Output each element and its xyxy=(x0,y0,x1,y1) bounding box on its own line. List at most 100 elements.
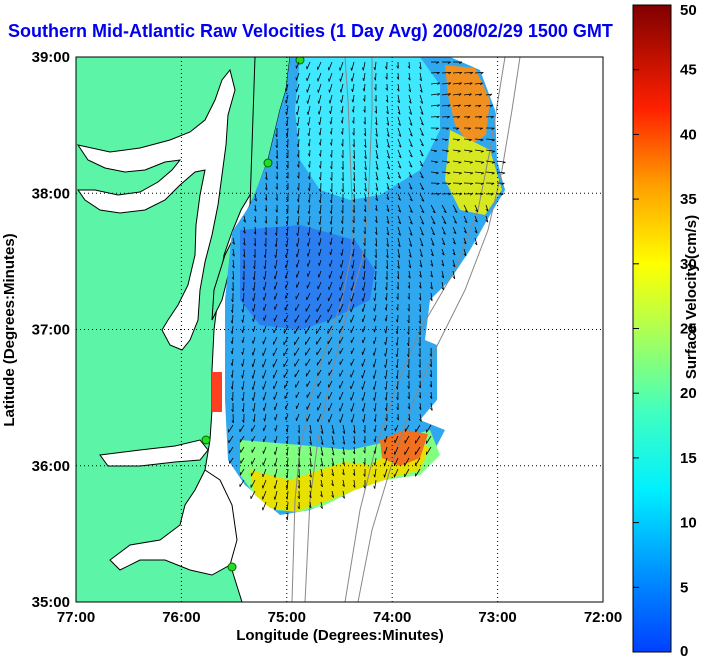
velocity-vector xyxy=(330,127,333,135)
velocity-vector xyxy=(287,215,289,225)
velocity-vector-head xyxy=(398,209,401,213)
velocity-vector-head xyxy=(264,243,267,247)
velocity-vector-head xyxy=(420,133,424,136)
velocity-vector xyxy=(452,104,461,107)
velocity-vector xyxy=(341,94,344,103)
velocity-vector xyxy=(485,160,495,163)
velocity-vector xyxy=(265,204,268,212)
velocity-vector xyxy=(306,391,311,398)
velocity-vector xyxy=(331,468,335,476)
velocity-vector-head xyxy=(395,319,398,323)
velocity-vector xyxy=(253,402,256,412)
velocity-vector xyxy=(419,116,424,126)
velocity-vector-head xyxy=(352,451,356,455)
velocity-vector xyxy=(430,138,438,141)
velocity-vector-head xyxy=(431,232,435,236)
velocity-vector xyxy=(328,61,333,71)
velocity-vector xyxy=(306,292,311,301)
velocity-vector-head xyxy=(480,172,485,175)
velocity-vector-head xyxy=(430,407,433,411)
velocity-vector xyxy=(374,281,377,291)
velocity-vector-head xyxy=(275,145,278,149)
velocity-vector-head xyxy=(384,297,387,301)
velocity-vector xyxy=(309,446,312,456)
velocity-vector xyxy=(274,402,278,411)
velocity-vector-head xyxy=(385,76,388,80)
velocity-vector-head xyxy=(362,67,364,71)
velocity-vector xyxy=(352,259,355,269)
velocity-vector xyxy=(342,468,345,476)
velocity-vector xyxy=(263,303,267,311)
velocity-vector-head xyxy=(296,243,298,247)
velocity-vector xyxy=(474,237,478,246)
velocity-vector-head xyxy=(341,210,344,214)
velocity-vector-head xyxy=(373,428,376,433)
velocity-vector-head xyxy=(330,189,333,193)
velocity-vector-head xyxy=(409,244,412,247)
velocity-vector xyxy=(362,347,366,355)
velocity-vector-head xyxy=(441,263,445,267)
velocity-vector xyxy=(309,424,312,434)
velocity-vector-head xyxy=(273,485,276,489)
velocity-vector xyxy=(397,171,402,179)
velocity-vector xyxy=(386,105,389,115)
velocity-vector-head xyxy=(286,186,289,190)
velocity-vector xyxy=(463,71,473,74)
velocity-vector xyxy=(397,116,401,126)
velocity-vector xyxy=(396,358,399,368)
velocity-vector-head xyxy=(418,395,421,399)
velocity-vector xyxy=(319,116,322,125)
velocity-vector xyxy=(272,358,278,368)
velocity-vector-head xyxy=(307,143,310,147)
velocity-vector xyxy=(408,182,413,190)
velocity-vector xyxy=(263,446,267,454)
velocity-vector-head xyxy=(273,407,276,411)
velocity-vector xyxy=(364,204,367,212)
velocity-vector xyxy=(351,336,355,344)
velocity-vector-head xyxy=(396,307,399,311)
velocity-vector xyxy=(318,94,322,104)
velocity-vector xyxy=(441,71,451,74)
velocity-vector-head xyxy=(252,408,255,412)
velocity-vector-head xyxy=(252,419,255,423)
velocity-vector xyxy=(415,435,421,444)
velocity-vector xyxy=(273,336,278,345)
velocity-vector-head xyxy=(373,67,376,71)
velocity-vector xyxy=(452,160,462,163)
velocity-vector-head xyxy=(284,275,287,279)
velocity-vector-head xyxy=(363,209,367,213)
velocity-vector-head xyxy=(350,67,353,71)
velocity-vector-head xyxy=(372,375,375,379)
velocity-vector-head xyxy=(252,308,254,312)
velocity-vector xyxy=(251,435,256,442)
velocity-vector-head xyxy=(273,474,276,478)
velocity-vector-head xyxy=(331,473,334,477)
velocity-vector-head xyxy=(474,230,478,234)
velocity-vector-head xyxy=(464,210,468,213)
velocity-vector xyxy=(232,237,235,245)
velocity-vector xyxy=(242,314,245,323)
velocity-vector-head xyxy=(407,285,411,289)
velocity-vector-head xyxy=(430,298,433,302)
velocity-vector xyxy=(364,215,366,223)
velocity-vector-head xyxy=(340,220,343,224)
velocity-vector-head xyxy=(374,87,377,91)
velocity-vector-head xyxy=(446,161,450,164)
velocity-vector xyxy=(341,237,344,245)
velocity-vector xyxy=(386,138,390,148)
velocity-vector-head xyxy=(432,210,436,214)
velocity-vector xyxy=(419,83,423,93)
velocity-vector xyxy=(306,281,311,289)
velocity-vector xyxy=(419,72,423,81)
velocity-vector-head xyxy=(307,164,311,168)
velocity-vector xyxy=(441,82,451,85)
velocity-vector xyxy=(251,446,256,453)
velocity-vector-head xyxy=(230,374,233,378)
velocity-vector xyxy=(262,490,267,500)
velocity-vector xyxy=(374,402,377,412)
site-marker xyxy=(295,57,305,65)
velocity-vector xyxy=(419,413,422,422)
velocity-vector xyxy=(430,171,439,174)
velocity-vector-head xyxy=(230,320,233,324)
velocity-vector-head xyxy=(397,255,401,259)
